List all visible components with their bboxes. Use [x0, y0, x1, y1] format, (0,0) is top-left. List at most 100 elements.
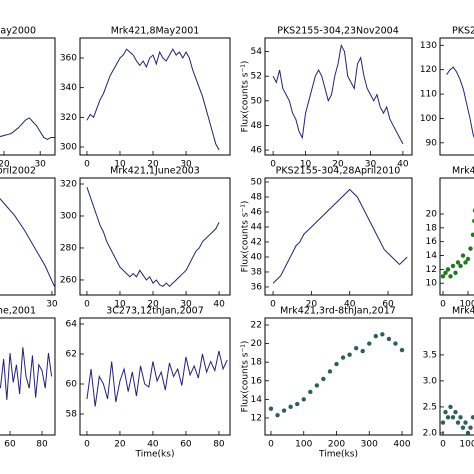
data-point: [465, 430, 471, 436]
data-point: [347, 352, 352, 357]
x-tick-label: 60: [382, 300, 394, 310]
y-tick-label: 2.5: [423, 402, 437, 412]
panel-title: Mrk42: [452, 166, 474, 177]
y-tick-label: 16: [251, 376, 263, 386]
data-point: [334, 361, 339, 367]
data-point: [281, 408, 287, 413]
data-point: [443, 270, 448, 276]
data-point: [453, 270, 458, 276]
x-tick-label: 30: [365, 160, 377, 170]
y-tick-label: 90: [426, 138, 438, 148]
y-tick-label: 360: [60, 54, 77, 64]
x-tick-label: 0: [268, 440, 274, 450]
panel-title: Mrk421,1June2003: [110, 166, 200, 177]
y-tick-label: 130: [420, 41, 437, 51]
y-tick-label: 48: [251, 192, 263, 202]
panel-frame: [79, 177, 231, 296]
y-tick-label: 16: [426, 237, 438, 247]
y-axis-label: Flux(counts s⁻¹): [241, 201, 251, 273]
data-point: [294, 401, 300, 407]
panel-frame: [264, 37, 413, 156]
panel: Mrk421,3rd-8thJan,2017 0 100 200 300 400 12 14 1…: [241, 306, 413, 460]
panel: Mrk421, 0 100 2.0 2.5 3.0 3.5: [423, 306, 474, 450]
data-point: [465, 256, 471, 262]
y-tick-label: 46: [251, 207, 263, 217]
x-tick-label: 0: [270, 160, 276, 170]
panel: 3C273,12thJan,2007 0 20 40 60 80 58 60 62 64 Time(…: [66, 306, 231, 460]
panel-title: May2000: [0, 26, 36, 37]
x-tick-label: 30: [46, 300, 58, 310]
x-tick-label: 40: [397, 160, 409, 170]
data-point: [453, 409, 458, 415]
x-tick-label: 0: [270, 300, 276, 310]
y-tick-label: 3.5: [423, 350, 437, 360]
x-tick-label: 100: [459, 440, 474, 450]
x-tick-label: 20: [332, 160, 344, 170]
x-tick-label: 80: [213, 440, 225, 450]
data-point: [440, 420, 446, 425]
data-point: [448, 404, 453, 410]
data-point: [314, 383, 320, 388]
y-tick-label: 100: [420, 114, 437, 124]
x-tick-label: 10: [114, 300, 126, 310]
data-point: [386, 336, 392, 342]
data-point: [445, 415, 451, 420]
panel-title: une,2001: [0, 306, 36, 317]
panel: Mrk421,8May2001 0 10 20 30 300 320 340 360: [60, 26, 231, 170]
data-point: [327, 369, 333, 374]
x-tick-label: 400: [393, 440, 410, 450]
y-tick-label: 2.0: [423, 428, 438, 438]
panel-frame: [264, 317, 413, 436]
y-tick-label: 50: [251, 96, 263, 106]
x-tick-label: 20: [306, 300, 318, 310]
x-tick-label: 30: [180, 160, 192, 170]
y-tick-label: 18: [426, 223, 438, 233]
panel-title: Mrk421,: [452, 306, 474, 317]
y-tick-label: 300: [60, 211, 77, 221]
y-tick-label: 62: [66, 350, 77, 360]
y-axis-label: Flux(counts s⁻¹): [241, 341, 251, 413]
y-tick-label: 120: [420, 65, 437, 75]
panel: May2000 20 30: [0, 26, 56, 170]
data-point: [373, 333, 379, 339]
light-curve: [0, 347, 53, 400]
x-tick-label: 0: [440, 440, 446, 450]
data-point: [301, 397, 306, 402]
x-tick-label: 20: [147, 300, 159, 310]
x-tick-label: 60: [180, 440, 192, 450]
data-point: [458, 263, 463, 269]
data-point: [399, 347, 405, 353]
data-point: [450, 415, 456, 420]
x-tick-label: 0: [84, 440, 90, 450]
y-tick-label: 46: [251, 146, 263, 156]
panel-frame: [264, 177, 413, 296]
x-tick-label: 200: [328, 440, 345, 450]
y-tick-label: 52: [251, 72, 262, 82]
y-tick-label: 22: [251, 320, 262, 330]
panel-frame: [79, 37, 231, 156]
x-tick-label: 40: [147, 440, 159, 450]
x-tick-label: 20: [0, 160, 10, 170]
panel: une,2001 60 80: [0, 306, 56, 450]
y-tick-label: 20: [251, 339, 263, 349]
panel: PKS2155-304,23Nov2004 0 10 20 30 40 46 48 50 52 54…: [241, 26, 413, 170]
panel-frame: [439, 37, 474, 156]
y-tick-label: 320: [60, 179, 77, 189]
x-tick-label: 30: [180, 300, 192, 310]
data-point: [275, 412, 280, 418]
light-curve: [0, 197, 56, 289]
data-point: [455, 260, 461, 265]
x-tick-label: 20: [114, 440, 126, 450]
x-axis-label: Time(ks): [318, 450, 358, 460]
panel-frame: [0, 317, 56, 436]
panel-title: pril2002: [0, 166, 36, 177]
y-tick-label: 60: [66, 380, 78, 390]
x-tick-label: 10: [300, 160, 312, 170]
y-tick-label: 10: [426, 279, 438, 289]
panel-title: Mrk421,3rd-8thJan,2017: [280, 306, 396, 317]
data-point: [455, 420, 461, 425]
y-tick-label: 36: [251, 282, 263, 292]
panel: pril2002 30: [0, 166, 58, 310]
panel: Mrk421,1June2003 0 10 20 30 40 260 280 300 320: [60, 166, 231, 310]
